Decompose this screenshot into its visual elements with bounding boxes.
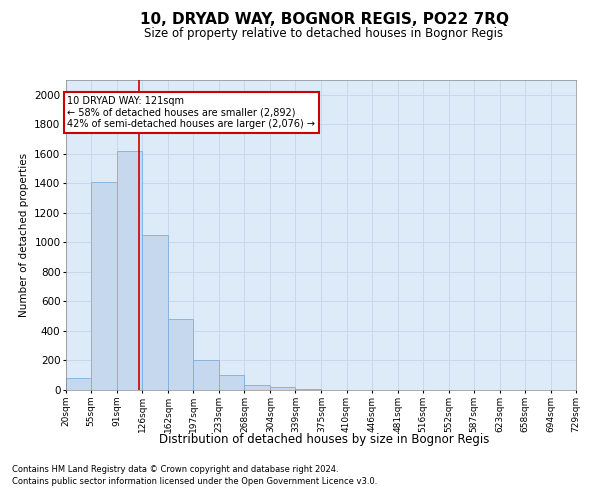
Text: Distribution of detached houses by size in Bognor Regis: Distribution of detached houses by size … (159, 432, 489, 446)
Bar (66, 378, 91, 390)
Bar (91, 182, 117, 390)
Text: Size of property relative to detached houses in Bognor Regis: Size of property relative to detached ho… (145, 28, 503, 40)
Y-axis label: Number of detached properties: Number of detached properties (19, 153, 29, 317)
Bar (168, 319, 193, 390)
Text: 10, DRYAD WAY, BOGNOR REGIS, PO22 7RQ: 10, DRYAD WAY, BOGNOR REGIS, PO22 7RQ (139, 12, 509, 28)
Bar (270, 387, 295, 390)
Text: Contains public sector information licensed under the Open Government Licence v3: Contains public sector information licen… (12, 476, 377, 486)
Bar (244, 385, 270, 390)
Text: 10 DRYAD WAY: 121sqm
← 58% of detached houses are smaller (2,892)
42% of semi-de: 10 DRYAD WAY: 121sqm ← 58% of detached h… (67, 96, 316, 130)
Text: Contains HM Land Registry data © Crown copyright and database right 2024.: Contains HM Land Registry data © Crown c… (12, 466, 338, 474)
Bar (117, 151, 142, 390)
Bar (219, 374, 244, 390)
Bar (142, 235, 168, 390)
Bar (193, 360, 219, 390)
